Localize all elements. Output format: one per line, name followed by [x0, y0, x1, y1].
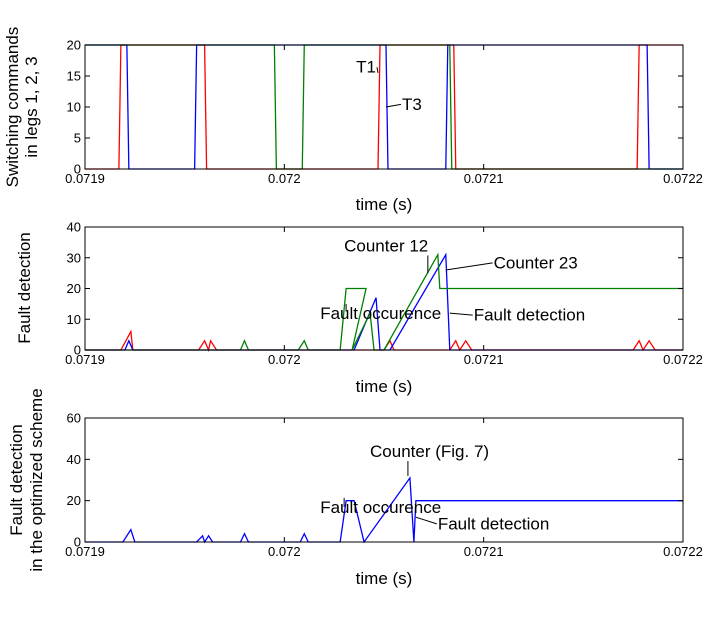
x-tick-label-bottom-0: 0.0719 [65, 544, 105, 559]
y-tick-label-middle-0: 0 [74, 343, 81, 358]
y-tick-label-middle-4: 40 [67, 220, 81, 235]
chart-middle: 0.0719 0.072 0.0721 0.0722 0 10 20 30 40 time (s)… [15, 220, 703, 397]
series-line-middle-0 [85, 329, 683, 353]
y-tick-label-bottom-1: 20 [67, 493, 81, 508]
y-axis-label-top-1: in legs 1, 2, 3 [22, 56, 41, 157]
series-line-middle-1 [85, 252, 683, 351]
annotation-middle-3: Fault detection [474, 306, 586, 325]
x-tick-label-middle-2: 0.0721 [464, 352, 504, 367]
y-tick-label-bottom-0: 0 [74, 535, 81, 550]
annotation-leader-top-0 [376, 67, 379, 73]
x-axis-label-bottom: time (s) [356, 569, 413, 588]
annotation-bottom-1: Fault occurence [320, 498, 441, 517]
x-tick-label-top-3: 0.0722 [663, 171, 703, 186]
x-tick-label-middle-0: 0.0719 [65, 352, 105, 367]
annotation-middle-0: Counter 12 [344, 236, 428, 255]
annotation-leader-bottom-2 [415, 516, 437, 525]
x-tick-label-bottom-2: 0.0721 [464, 544, 504, 559]
chart-bottom: 0.0719 0.072 0.0721 0.0722 0 20 40 60 time (s) Fa… [7, 388, 703, 588]
annotation-leader-middle-1 [445, 262, 493, 271]
chart-top: 0.0719 0.072 0.0721 0.0722 0 5 10 15 20 time (s) S… [3, 27, 703, 214]
x-tick-label-middle-1: 0.072 [268, 352, 301, 367]
annotation-leader-middle-3 [449, 312, 473, 316]
x-axis-label-top: time (s) [356, 195, 413, 214]
x-tick-label-middle-3: 0.0722 [663, 352, 703, 367]
annotation-middle-1: Counter 23 [494, 253, 578, 272]
series-line-middle-2 [85, 252, 683, 351]
annotation-top-1: T3 [402, 95, 422, 114]
x-tick-label-top-2: 0.0721 [464, 171, 504, 186]
y-tick-label-top-2: 10 [67, 100, 81, 115]
plot-frame-top [84, 44, 684, 170]
y-axis-label-bottom-1: in the optimized scheme [27, 388, 46, 571]
x-axis-label-middle: time (s) [356, 377, 413, 396]
y-tick-label-top-4: 20 [67, 38, 81, 53]
x-tick-label-top-1: 0.072 [268, 171, 301, 186]
y-tick-label-top-3: 15 [67, 69, 81, 84]
y-axis-label-bottom-0: Fault detection [7, 424, 26, 536]
annotation-bottom-0: Counter (Fig. 7) [370, 442, 489, 461]
y-tick-label-bottom-2: 40 [67, 452, 81, 467]
series-line-top-1 [85, 44, 683, 170]
y-tick-label-top-0: 0 [74, 162, 81, 177]
annotation-middle-2: Fault occurence [320, 304, 441, 323]
series-line-top-0 [85, 44, 683, 170]
y-tick-label-top-1: 5 [74, 131, 81, 146]
x-tick-label-top-0: 0.0719 [65, 171, 105, 186]
y-axis-label-top-0: Switching commands [3, 27, 22, 188]
annotation-bottom-2: Fault detection [438, 514, 550, 533]
annotation-leader-top-1 [385, 103, 402, 108]
plot-area-bottom [84, 417, 684, 543]
x-tick-label-bottom-1: 0.072 [268, 544, 301, 559]
annotation-top-0: T1 [356, 58, 376, 77]
x-tick-label-bottom-3: 0.0722 [663, 544, 703, 559]
plot-frame-bottom [84, 417, 684, 543]
y-axis-label-middle-0: Fault detection [15, 232, 34, 344]
y-tick-label-middle-2: 20 [67, 281, 81, 296]
y-tick-label-middle-3: 30 [67, 250, 81, 265]
y-tick-label-middle-1: 10 [67, 312, 81, 327]
y-tick-label-bottom-3: 60 [67, 411, 81, 426]
series-line-top-2 [85, 44, 683, 170]
plot-area-top [84, 44, 684, 170]
